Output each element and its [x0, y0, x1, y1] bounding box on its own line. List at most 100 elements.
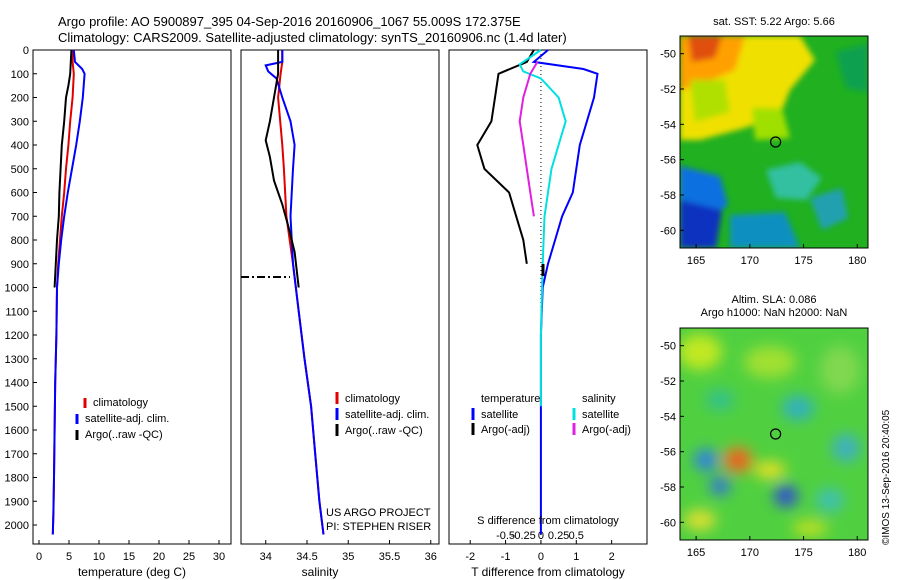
- difference-ticks: -2 -1 0 1 2 -0.5-0.25 0 0.25 0.5: [465, 530, 614, 563]
- sla-heatmap: [680, 328, 868, 540]
- series-line-argo: [53, 49, 73, 288]
- lat-tick-label: -58: [660, 190, 676, 202]
- lat-tick-label: -58: [660, 482, 676, 494]
- s-difference-tick-label: 0.5: [569, 530, 584, 542]
- legend-t-satellite: satellite: [481, 409, 518, 421]
- series-line-temperature_satellite: [531, 49, 599, 535]
- depth-tick-label: 1700: [5, 449, 29, 461]
- difference-panel: -2 -1 0 1 2 -0.5-0.25 0 0.25 0.5 S difference fr…: [448, 49, 648, 579]
- x-tick-label: 34: [260, 551, 272, 563]
- legend-satellite: satellite-adj. clim.: [345, 409, 429, 421]
- depth-tick-label: 1600: [5, 425, 29, 437]
- lon-tick-label: 165: [687, 547, 705, 559]
- depth-tick-label: 500: [11, 164, 29, 176]
- x-tick-label: 30: [213, 551, 225, 563]
- depth-ticks: 0 100 200 300 400 500 600 700 800 900 1000 1100 1200…: [5, 45, 37, 532]
- x-tick-label: 34.5: [296, 551, 317, 563]
- lat-tick-label: -56: [660, 155, 676, 167]
- x-tick-label: 35: [342, 551, 354, 563]
- depth-tick-label: 1200: [5, 330, 29, 342]
- x-tick-label: 25: [183, 551, 195, 563]
- argo-location-marker: [770, 428, 782, 440]
- temperature-lines: [51, 49, 86, 535]
- sla-map-title: Altim. SLA: 0.086: [732, 294, 817, 306]
- sst-map-panel: sat. SST: 5.22 Argo: 5.66 165 170 175 180 -5…: [660, 16, 869, 267]
- x-tick-label: 5: [66, 551, 72, 563]
- legend-s-argo: Argo(-adj): [582, 424, 631, 436]
- depth-tick-label: 1300: [5, 354, 29, 366]
- s-difference-tick-label: 0.25: [548, 530, 569, 542]
- depth-tick-label: 100: [11, 69, 29, 81]
- lat-tick-label: -50: [660, 49, 676, 61]
- salinity-lines: [264, 50, 325, 535]
- s-difference-tick-label: 0: [538, 530, 544, 542]
- lon-tick-label: 180: [848, 255, 866, 267]
- lon-tick-label: 170: [741, 255, 759, 267]
- sst-map-title: sat. SST: 5.22 Argo: 5.66: [713, 16, 835, 28]
- sla-map-panel: Altim. SLA: 0.086 Argo h1000: NaN h2000:…: [660, 294, 869, 559]
- depth-tick-label: 2000: [5, 520, 29, 532]
- pi-credit: PI: STEPHEN RISER: [326, 521, 431, 533]
- x-tick-label: 0: [36, 551, 42, 563]
- s-difference-tick-label: -0.25: [511, 530, 536, 542]
- depth-tick-label: 300: [11, 116, 29, 128]
- lon-tick-label: 170: [741, 547, 759, 559]
- lon-tick-label: 175: [794, 547, 812, 559]
- legend-salinity-title: salinity: [582, 393, 616, 405]
- legend-t-argo: Argo(-adj): [481, 424, 530, 436]
- s-difference-label: S difference from climatology: [477, 515, 619, 527]
- depth-tick-label: 1000: [5, 283, 29, 295]
- x-tick-label: 0: [538, 551, 544, 563]
- legend-climatology: climatology: [345, 393, 401, 405]
- sla-map-frame: [679, 327, 869, 541]
- temperature-axes-frame: [32, 49, 232, 545]
- temperature-ticks: 0 5 10 15 20 25 30: [36, 540, 225, 563]
- series-line-argo: [264, 50, 300, 288]
- salinity-panel: 34 34.5 35 35.5 36 salinity climatology sate…: [240, 49, 440, 579]
- depth-tick-label: 1800: [5, 473, 29, 485]
- sst-heatmap: [680, 36, 868, 248]
- series-line-satellite: [51, 49, 86, 535]
- sla-map-ticks: 165 170 175 180 -50 -52 -54 -56 -58 -60: [660, 341, 866, 559]
- depth-tick-label: 800: [11, 235, 29, 247]
- series-line-temperature_argo: [476, 49, 535, 264]
- depth-tick-label: 1400: [5, 378, 29, 390]
- lat-tick-label: -60: [660, 517, 676, 529]
- x-tick-label: 15: [123, 551, 135, 563]
- difference-lines: [476, 49, 599, 544]
- difference-axes-frame: [448, 49, 648, 545]
- x-tick-label: 2: [609, 551, 615, 563]
- header-line-1: Argo profile: AO 5900897_395 04-Sep-2016…: [58, 14, 521, 29]
- legend-argo: Argo(..raw -QC): [85, 429, 163, 441]
- salinity-legend: climatology satellite-adj. clim. Argo(..…: [335, 392, 429, 437]
- lon-tick-label: 175: [794, 255, 812, 267]
- x-tick-label: 1: [573, 551, 579, 563]
- sla-map-subtitle: Argo h1000: NaN h2000: NaN: [701, 307, 848, 319]
- lon-tick-label: 180: [848, 547, 866, 559]
- legend-s-satellite: satellite: [582, 409, 619, 421]
- x-tick-label: -2: [465, 551, 475, 563]
- lat-tick-label: -60: [660, 225, 676, 237]
- legend-satellite: satellite-adj. clim.: [85, 413, 169, 425]
- lat-tick-label: -54: [660, 411, 676, 423]
- series-line-salinity_argo: [518, 61, 539, 217]
- salinity-ticks: 34 34.5 35 35.5 36: [260, 540, 437, 563]
- lat-tick-label: -54: [660, 119, 676, 131]
- temperature-legend: climatology satellite-adj. clim. Argo(..…: [75, 397, 169, 441]
- lat-tick-label: -52: [660, 84, 676, 96]
- depth-tick-label: 1100: [5, 306, 29, 318]
- x-tick-label: -1: [501, 551, 511, 563]
- legend-temperature-title: temperature: [481, 393, 540, 405]
- header-line-2: Climatology: CARS2009. Satellite-adjuste…: [58, 30, 567, 45]
- imos-stamp: ©IMOS 13-Sep-2016 20:40:05: [881, 409, 892, 545]
- project-credit: US ARGO PROJECT: [326, 507, 431, 519]
- x-tick-label: 10: [93, 551, 105, 563]
- sst-map-ticks: 165 170 175 180 -50 -52 -54 -56 -58 -60: [660, 49, 866, 267]
- series-line-satellite: [264, 50, 325, 535]
- argo-location-marker: [770, 136, 782, 148]
- x-tick-label: 36: [425, 551, 437, 563]
- legend-argo: Argo(..raw -QC): [345, 425, 423, 437]
- salinity-axes-frame: [240, 49, 440, 545]
- depth-tick-label: 1500: [5, 401, 29, 413]
